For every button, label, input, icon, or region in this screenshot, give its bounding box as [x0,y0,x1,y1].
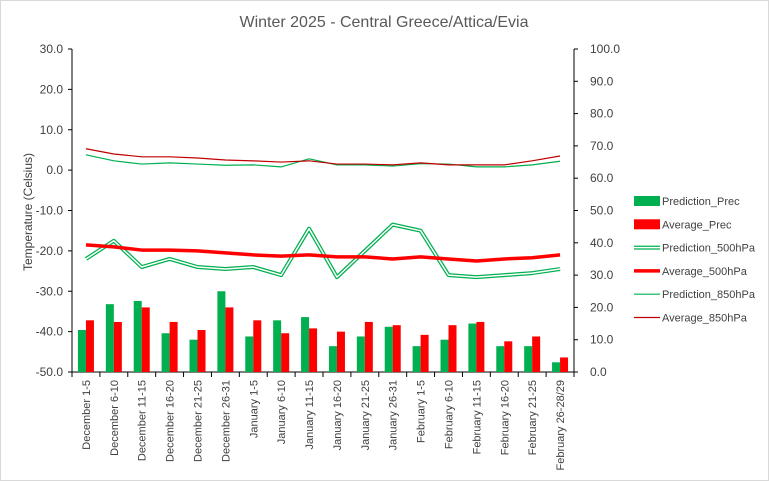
x-tick-label: February 1-5 [416,380,428,443]
legend-label: Prediction_500hPa [662,243,756,255]
bar-Average_Prec [560,357,569,372]
left-tick-label: -30.0 [36,284,64,298]
x-tick-label: December 26-31 [220,380,232,462]
bar-Prediction_Prec [356,336,365,372]
right-tick-label: 40.0 [590,236,614,250]
bar-Prediction_Prec [328,346,337,372]
legend-label: Average_Prec [662,219,732,231]
line-Prediction_850hPa [85,154,561,168]
legend: Prediction_Prec Average_Prec Prediction_50… [634,196,756,325]
bar-Average_Prec [197,330,206,372]
x-tick-label: December 21-25 [193,380,205,462]
right-tick-label: 20.0 [590,300,614,314]
lines [84,148,561,280]
bar-Prediction_Prec [412,346,421,372]
bar-Prediction_Prec [468,323,477,372]
left-tick-label: 0.0 [46,163,63,177]
legend-swatch [634,196,660,206]
bars [77,291,569,372]
x-tick-label: January 11-15 [304,380,316,450]
x-tick-label: January 16-20 [332,380,344,450]
bar-Average_Prec [253,320,262,372]
x-tick-label: January 21-25 [360,380,372,450]
right-tick-label: 80.0 [590,107,614,121]
x-tick-label: February 11-15 [471,380,483,454]
bar-Prediction_Prec [552,362,561,372]
x-tick-label: February 6-10 [444,380,456,449]
left-tick-label: 20.0 [40,82,64,96]
right-tick-label: 70.0 [590,139,614,153]
bar-Prediction_Prec [217,291,226,372]
bar-Average_Prec [392,325,401,372]
x-tick-label: December 6-10 [109,380,121,456]
line-Average_500hPa [85,243,561,263]
bar-Prediction_Prec [273,320,282,372]
legend-swatch [634,219,660,230]
bar-Average_Prec [476,321,485,372]
x-tick-label: December 16-20 [165,380,177,462]
bar-Average_Prec [85,320,94,372]
legend-label: Average_850hPa [662,313,748,325]
axes: 30.0 20.0 10.0 0.0 -10.0 -20.0 -30.0 -40.0 -50.0… [36,42,621,379]
left-tick-label: -50.0 [36,365,64,379]
x-tick-label: February 26-28/29 [555,380,567,471]
right-tick-label: 10.0 [590,333,614,347]
x-tick-label: February 16-20 [499,380,511,455]
bar-Average_Prec [364,321,373,372]
left-tick-label: -20.0 [36,244,64,258]
x-tick-label: January 26-31 [388,380,400,450]
left-tick-label: 30.0 [40,42,64,56]
legend-label: Prediction_Prec [662,196,740,208]
y-axis-title: Temperature (Celsius) [21,153,35,271]
bar-Average_Prec [336,331,345,372]
right-tick-label: 50.0 [590,204,614,218]
bar-Prediction_Prec [440,339,449,372]
bar-Average_Prec [309,328,318,372]
x-tick-label: January 1-5 [248,380,260,438]
bar-Average_Prec [448,325,457,372]
x-tick-label: December 1-5 [81,380,93,450]
line-Average_850hPa [85,148,561,166]
chart-title: Winter 2025 - Central Greece/Attica/Evia [239,14,528,31]
bar-Prediction_Prec [245,336,254,372]
bar-Prediction_Prec [524,346,533,372]
right-tick-label: 0.0 [590,365,607,379]
left-tick-label: -10.0 [36,204,64,218]
right-tick-label: 60.0 [590,171,614,185]
bar-Average_Prec [141,307,150,372]
bar-Prediction_Prec [133,300,142,372]
bar-Average_Prec [169,321,178,372]
bar-Average_Prec [281,333,290,372]
bar-Prediction_Prec [384,326,393,372]
bar-Average_Prec [113,321,122,372]
bar-Prediction_Prec [189,339,198,372]
left-tick-label: -40.0 [36,325,64,339]
bar-Average_Prec [532,336,541,372]
bar-Prediction_Prec [496,346,505,372]
bar-Average_Prec [420,334,429,372]
x-tick-labels: December 1-5 December 6-10 December 11-15 D… [81,380,567,471]
left-tick-label: 10.0 [40,123,64,137]
legend-label: Average_500hPa [662,266,748,278]
bar-Prediction_Prec [301,317,310,372]
bar-Average_Prec [225,307,234,372]
x-tick-label: January 6-10 [276,380,288,444]
right-tick-label: 30.0 [590,268,614,282]
bar-Average_Prec [504,341,513,372]
legend-label: Prediction_850hPa [662,289,756,301]
x-tick-label: December 11-15 [137,380,149,461]
bar-Prediction_Prec [77,330,86,372]
right-tick-label: 100.0 [590,42,620,56]
right-tick-label: 90.0 [590,74,614,88]
line-Prediction_500hPa-inner [85,223,561,278]
bar-Prediction_Prec [105,304,114,372]
x-tick-label: February 21-25 [527,380,539,455]
bar-Prediction_Prec [161,333,170,372]
